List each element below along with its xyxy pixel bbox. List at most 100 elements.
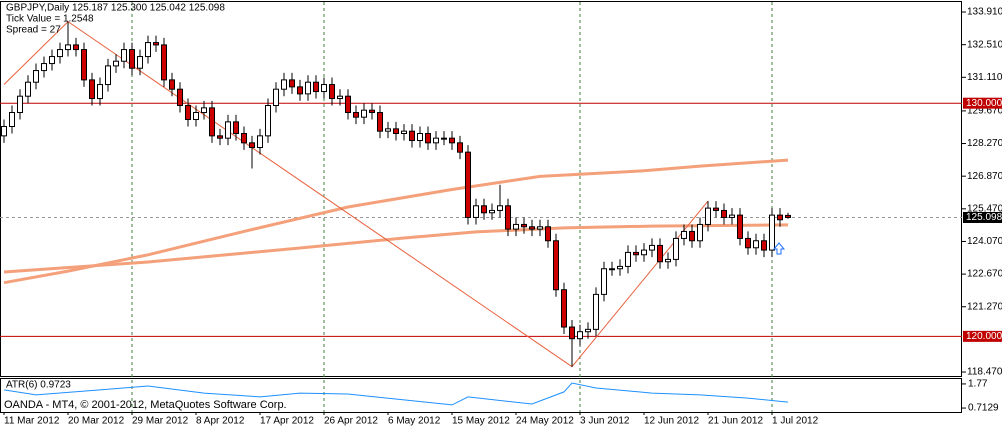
candle-body	[417, 133, 423, 142]
x-tick-label: 17 Apr 2012	[260, 416, 314, 427]
candle-body	[257, 135, 263, 148]
subtitle: Tick Value = 1.2548	[6, 14, 94, 25]
candle-body	[713, 207, 719, 211]
y-tick-label: 128.270	[967, 138, 1002, 149]
candle-body	[553, 240, 559, 291]
candle-body	[697, 223, 703, 242]
candle-body	[233, 121, 239, 135]
candle-body	[673, 237, 679, 260]
candle-body	[153, 42, 159, 46]
candle-body	[105, 65, 111, 86]
candle-body	[265, 105, 271, 137]
level-tag	[963, 97, 1002, 109]
signal-arrow	[772, 242, 786, 255]
candle-body	[377, 112, 383, 132]
candle-body	[497, 205, 503, 211]
candle-body	[81, 49, 87, 81]
subtitle: Spread = 27	[6, 25, 61, 36]
x-tick-label: 24 May 2012	[516, 416, 574, 427]
candle-body	[17, 95, 23, 114]
candle-body	[145, 42, 151, 58]
candle-body	[729, 214, 735, 218]
candle-body	[337, 95, 343, 100]
y-tick-label: 124.070	[967, 236, 1002, 247]
candle-body	[385, 128, 391, 132]
candle-body	[305, 81, 311, 95]
candle-body	[281, 79, 287, 90]
x-tick-label: 1 Jul 2012	[772, 416, 819, 427]
candle-body	[593, 293, 599, 330]
candle-body	[521, 223, 527, 228]
y-tick-label: 118.470	[967, 367, 1002, 378]
candle-body	[401, 130, 407, 135]
candle-body	[537, 226, 543, 230]
candle-body	[633, 251, 639, 256]
candle-body	[545, 226, 551, 242]
y-tick-label: 133.910	[967, 7, 1002, 18]
candle-body	[777, 214, 783, 221]
candle-body	[121, 49, 127, 62]
candle-body	[209, 107, 215, 137]
candle-body	[481, 205, 487, 214]
candle-body	[361, 109, 367, 118]
moving-average	[3, 158, 789, 285]
indicator-line	[3, 382, 789, 406]
candle-body	[137, 56, 143, 69]
candle-body	[313, 81, 319, 93]
candle-body	[409, 130, 415, 142]
candle-body	[657, 244, 663, 263]
candle-body	[665, 258, 671, 263]
x-tick-label: 6 May 2012	[388, 416, 441, 427]
candle-body	[73, 44, 79, 51]
candle-body	[185, 105, 191, 121]
main-panel	[0, 1, 962, 377]
candle-body	[129, 49, 135, 69]
level-tag-label: 130.000	[966, 98, 1002, 109]
candle-body	[625, 251, 631, 267]
candle-body	[449, 137, 455, 144]
candle-body	[241, 133, 247, 144]
candle-body	[97, 84, 103, 100]
candle-body	[761, 240, 767, 251]
candle-body	[393, 128, 399, 135]
candle-body	[721, 209, 727, 218]
x-tick-label: 3 Jun 2012	[580, 416, 630, 427]
candle-body	[441, 137, 447, 140]
candle-body	[289, 79, 295, 88]
candle-body	[49, 56, 55, 65]
candle-body	[705, 207, 711, 225]
x-tick-label: 12 Jun 2012	[644, 416, 699, 427]
candle-body	[753, 240, 759, 249]
y-tick-label: 132.510	[967, 39, 1002, 50]
candle-body	[473, 205, 479, 218]
candle-body	[113, 60, 119, 67]
candle-body	[177, 88, 183, 107]
chart-title: GBPJPY,Daily 125.187 125.300 125.042 125…	[6, 3, 225, 14]
x-tick-label: 20 Mar 2012	[68, 416, 125, 427]
candle-body	[681, 230, 687, 239]
x-tick-label: 21 Jun 2012	[708, 416, 763, 427]
candle-body	[321, 84, 327, 93]
y-tick-label: 122.670	[967, 269, 1002, 280]
candle-body	[65, 44, 71, 51]
candle-body	[345, 95, 351, 114]
candle-body	[169, 79, 175, 90]
y-tick-label: 1.77	[968, 379, 988, 390]
y-tick-label: 0.7129	[968, 403, 999, 414]
candle-body	[513, 223, 519, 230]
candle-body	[249, 142, 255, 148]
x-tick-label: 29 Mar 2012	[132, 416, 189, 427]
candle-body	[193, 112, 199, 121]
indicator-panel	[0, 378, 962, 413]
candle-body	[505, 205, 511, 230]
candle-body	[353, 112, 359, 118]
y-tick-label: 126.870	[967, 171, 1002, 182]
candle-body	[561, 289, 567, 328]
last-price-tag	[963, 211, 1002, 223]
candle-body	[737, 214, 743, 239]
candle-body	[89, 79, 95, 100]
candle-body	[577, 331, 583, 340]
candle-body	[297, 86, 303, 95]
candle-body	[641, 249, 647, 256]
